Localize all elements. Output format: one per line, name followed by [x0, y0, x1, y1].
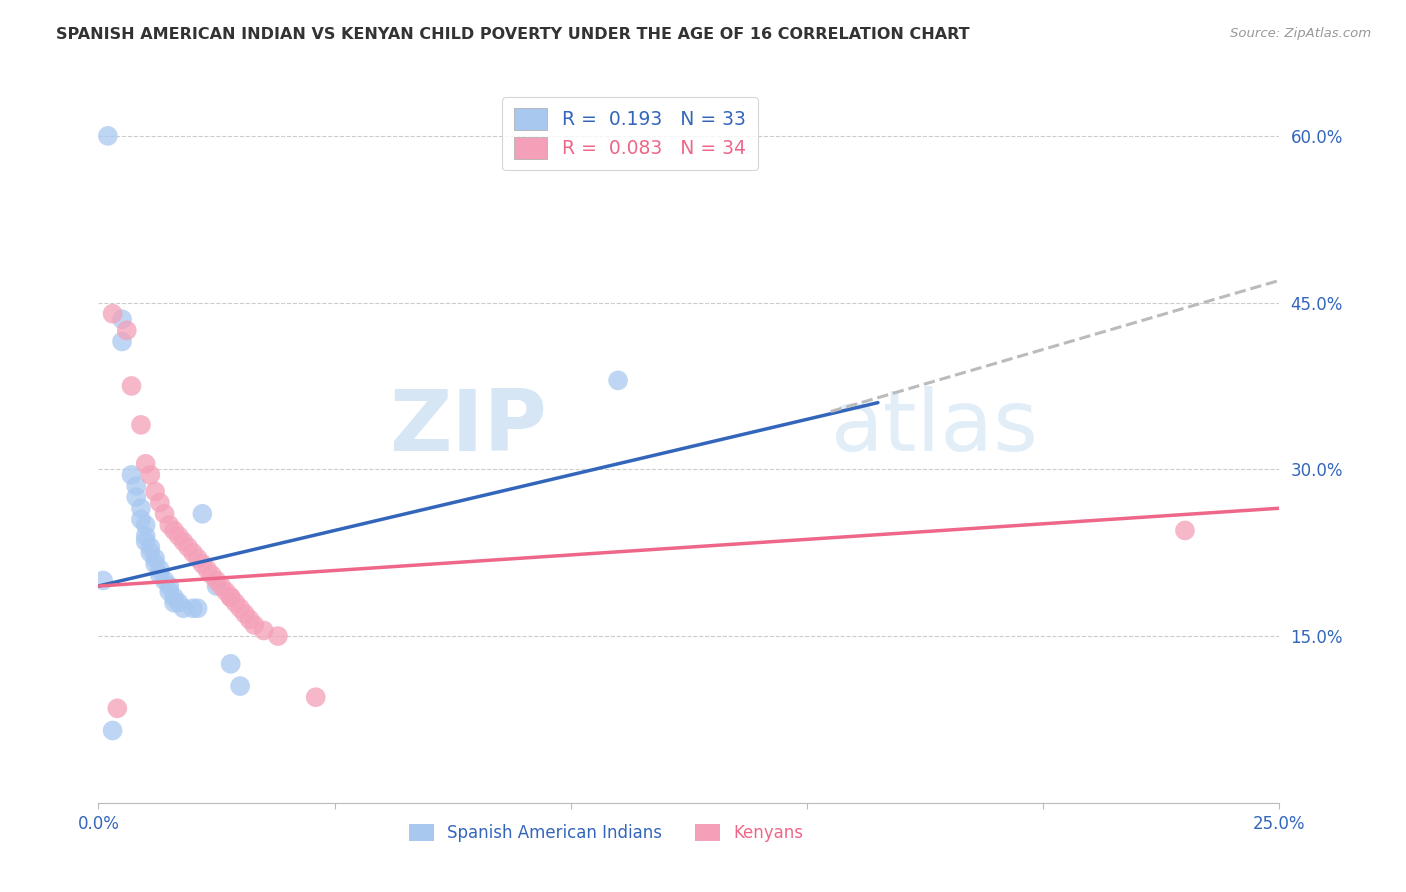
Legend: Spanish American Indians, Kenyans: Spanish American Indians, Kenyans — [402, 817, 810, 848]
Point — [205, 579, 228, 593]
Point — [172, 601, 194, 615]
Point — [125, 490, 148, 504]
Point — [101, 307, 124, 321]
Point — [215, 584, 238, 599]
Point — [143, 484, 166, 499]
Point — [157, 579, 180, 593]
Point — [105, 701, 128, 715]
Point — [209, 579, 232, 593]
Point — [135, 534, 157, 549]
Point — [181, 546, 204, 560]
Point — [243, 618, 266, 632]
Point — [149, 496, 172, 510]
Text: atlas: atlas — [831, 385, 1039, 468]
Point — [172, 534, 194, 549]
Point — [129, 501, 152, 516]
Point — [111, 312, 134, 326]
Point — [129, 512, 152, 526]
Point — [191, 507, 214, 521]
Point — [219, 657, 242, 671]
Point — [149, 562, 172, 576]
Point — [153, 574, 176, 588]
Point — [177, 540, 200, 554]
Point — [229, 601, 252, 615]
Point — [229, 679, 252, 693]
Point — [143, 557, 166, 571]
Point — [163, 524, 186, 538]
Point — [163, 596, 186, 610]
Point — [187, 601, 209, 615]
Text: SPANISH AMERICAN INDIAN VS KENYAN CHILD POVERTY UNDER THE AGE OF 16 CORRELATION : SPANISH AMERICAN INDIAN VS KENYAN CHILD … — [56, 27, 970, 42]
Point — [195, 562, 218, 576]
Point — [139, 467, 162, 482]
Point — [219, 590, 242, 604]
Point — [1174, 524, 1197, 538]
Point — [201, 568, 224, 582]
Point — [305, 690, 328, 705]
Point — [157, 517, 180, 532]
Point — [143, 551, 166, 566]
Text: Source: ZipAtlas.com: Source: ZipAtlas.com — [1230, 27, 1371, 40]
Point — [607, 373, 630, 387]
Point — [157, 584, 180, 599]
Text: ZIP: ZIP — [389, 385, 547, 468]
Point — [115, 323, 138, 337]
Point — [125, 479, 148, 493]
Point — [121, 467, 143, 482]
Point — [153, 507, 176, 521]
Point — [167, 529, 190, 543]
Point — [233, 607, 256, 621]
Point — [97, 128, 120, 143]
Point — [205, 574, 228, 588]
Point — [239, 612, 262, 626]
Point — [111, 334, 134, 349]
Point — [129, 417, 152, 432]
Point — [139, 546, 162, 560]
Point — [267, 629, 290, 643]
Point — [91, 574, 114, 588]
Point — [163, 590, 186, 604]
Point — [187, 551, 209, 566]
Point — [191, 557, 214, 571]
Point — [121, 379, 143, 393]
Point — [224, 596, 246, 610]
Point — [135, 529, 157, 543]
Point — [181, 601, 204, 615]
Point — [101, 723, 124, 738]
Point — [253, 624, 276, 638]
Point — [219, 590, 242, 604]
Point — [135, 517, 157, 532]
Point — [135, 457, 157, 471]
Point — [149, 568, 172, 582]
Point — [167, 596, 190, 610]
Point — [139, 540, 162, 554]
